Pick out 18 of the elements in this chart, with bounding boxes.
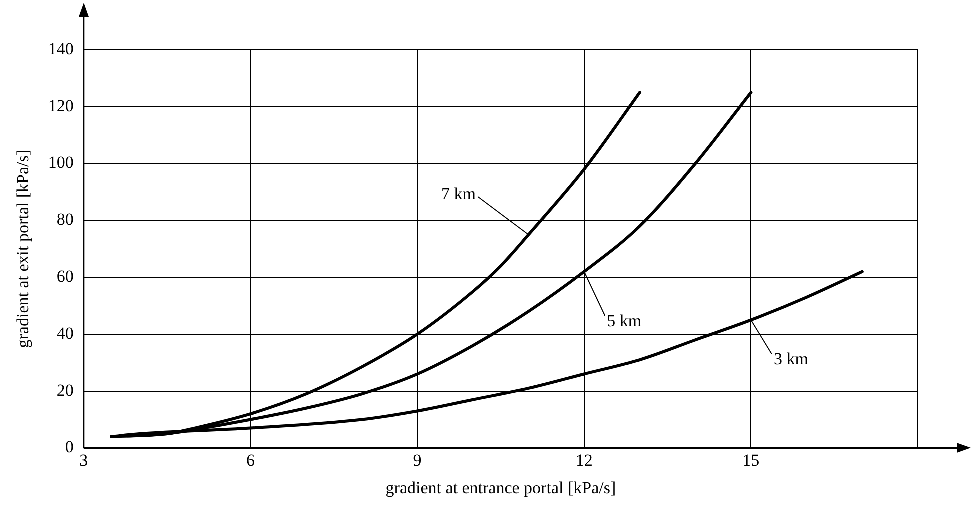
x-tick-label: 12 bbox=[576, 450, 593, 470]
annotation: 3 km bbox=[774, 350, 808, 369]
y-tick-label: 60 bbox=[56, 267, 74, 286]
y-tick-label: 100 bbox=[48, 153, 74, 172]
y-axis-title: gradient at exit portal [kPa/s] bbox=[14, 150, 33, 348]
y-tick-label: 140 bbox=[48, 39, 74, 58]
annotation: 7 km bbox=[442, 184, 476, 204]
x-axis-title: gradient at entrance portal [kPa/s] bbox=[386, 478, 616, 498]
y-tick-label: 80 bbox=[56, 210, 74, 230]
y-tick-label: 0 bbox=[65, 438, 74, 457]
x-tick-label: 6 bbox=[246, 450, 255, 470]
y-tick-label: 40 bbox=[56, 324, 74, 343]
annotation: 5 km bbox=[607, 311, 642, 330]
y-tick-label: 120 bbox=[48, 96, 74, 116]
x-tick-label: 15 bbox=[742, 450, 760, 470]
x-tick-label: 3 bbox=[80, 450, 88, 470]
x-tick-label: 9 bbox=[413, 450, 422, 470]
y-tick-label: 20 bbox=[56, 380, 74, 400]
